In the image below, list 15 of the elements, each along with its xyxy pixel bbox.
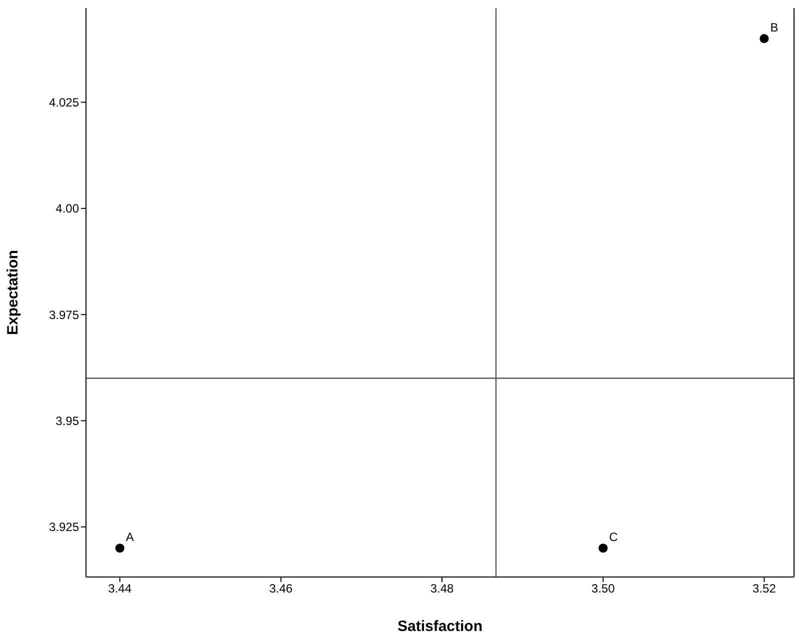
y-tick-label: 3.95 [56, 414, 80, 428]
x-tick-label: 3.46 [269, 582, 293, 596]
y-tick-label: 4.025 [48, 96, 80, 110]
x-axis-title: Satisfaction [397, 618, 483, 635]
annotation: A [126, 530, 134, 544]
annotation: B [770, 20, 778, 35]
x-tick-label: 3.44 [108, 582, 132, 596]
y-axis-title: Expectation [4, 250, 22, 336]
annotation: C [609, 530, 618, 544]
x-tick-label: 3.52 [752, 582, 776, 596]
x-tick-label: 3.48 [430, 582, 454, 596]
y-tick-label: 3.925 [48, 520, 80, 534]
x-tick-label: 3.50 [591, 582, 616, 596]
y-tick-label: 4.00 [56, 202, 80, 216]
y-tick-label: 3.975 [48, 308, 80, 322]
